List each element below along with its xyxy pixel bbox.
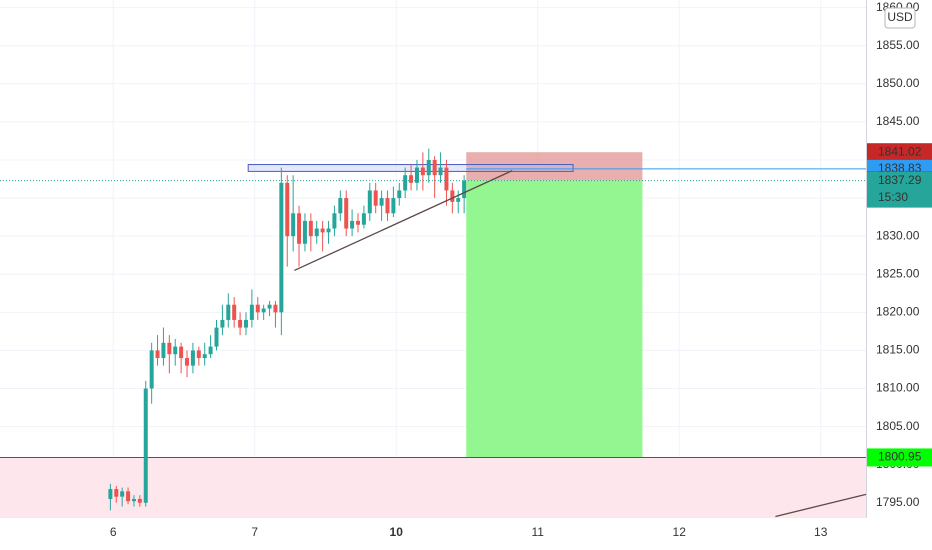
y-tick-label: 1850.00 [876,76,920,90]
candle-body [226,304,231,320]
candle-body [403,175,408,191]
candle-body [114,489,119,497]
candle-body [126,491,131,502]
y-tick-label: 1805.00 [876,419,920,433]
candle-body [320,228,325,233]
candle-body [137,498,142,503]
trendline [775,493,867,518]
candle-body [291,213,296,237]
x-tick-label: 13 [814,525,828,539]
candle-body [185,358,190,366]
candle-body [131,498,136,502]
y-tick-label: 1845.00 [876,114,920,128]
stop-area [466,152,643,181]
candle-body [420,167,425,176]
candle-body [261,308,266,313]
price-tag-label: 1800.95 [878,450,922,464]
candle-body [190,350,195,366]
x-tick-label: 6 [110,525,117,539]
candle-body [338,198,343,214]
candle-body [462,180,467,199]
candle-body [314,228,319,237]
y-tick-label: 1815.00 [876,343,920,357]
x-tick-label: 11 [531,525,544,539]
countdown: 15:30 [878,190,908,204]
candle-body [438,167,443,176]
y-tick-label: 1825.00 [876,266,920,280]
candle-body [149,350,154,389]
candle-body [344,198,349,229]
y-tick-label: 1795.00 [876,495,920,509]
candle-body [214,327,219,347]
candle-body [308,220,313,237]
candle-body [302,220,307,244]
candle-body [409,175,414,183]
candle-body [373,190,378,206]
candle-body [120,491,125,497]
price-tag-label: 1837.29 [878,173,922,187]
trendline [294,170,513,272]
candle-body [232,304,237,320]
candle-body [379,198,384,206]
candle-body [450,190,455,202]
candle-body [167,342,172,355]
x-tick-label: 7 [251,525,258,539]
candle-body [208,346,213,355]
candle-body [273,304,278,313]
y-tick-label: 1855.00 [876,38,920,52]
y-tick-label: 1820.00 [876,304,920,318]
currency-label: USD [887,10,913,24]
candle-body [397,190,402,199]
candle-body [255,304,260,313]
price-tag [867,171,932,208]
candle-body [426,159,431,176]
candle-body [143,388,148,503]
candle-body [249,304,254,320]
price-tag-label: 1841.02 [878,144,922,158]
candle-body [326,228,331,233]
candle-body [432,159,437,176]
candle-body [350,220,355,229]
candle-body [356,220,361,225]
candle-body [385,198,390,214]
candle-body [238,319,243,328]
candle-body [367,190,372,214]
currency-badge [884,7,916,29]
y-tick-label: 1810.00 [876,381,920,395]
candle-body [361,213,366,225]
candle-body [391,198,396,214]
price-tag [867,143,932,162]
zone [0,457,866,518]
price-tag [867,448,932,467]
candle-body [108,489,113,499]
candle-body [279,182,284,313]
candle-body [456,198,461,202]
candle-body [297,213,302,244]
candle-body [267,304,272,309]
candle-body [285,182,290,237]
candle-body [196,350,201,359]
candle-body [414,167,419,183]
candle-body [444,167,449,191]
x-tick-label: 10 [390,525,404,539]
target-area [466,180,643,458]
candle-body [220,319,225,328]
candle-body [161,342,166,359]
candle-body [202,354,207,359]
candle-body [179,346,184,359]
candle-body [155,350,160,359]
candle-body [173,346,178,355]
x-tick-label: 12 [673,525,687,539]
candle-body [243,319,248,328]
y-tick-label: 1830.00 [876,228,920,242]
candle-body [332,213,337,229]
